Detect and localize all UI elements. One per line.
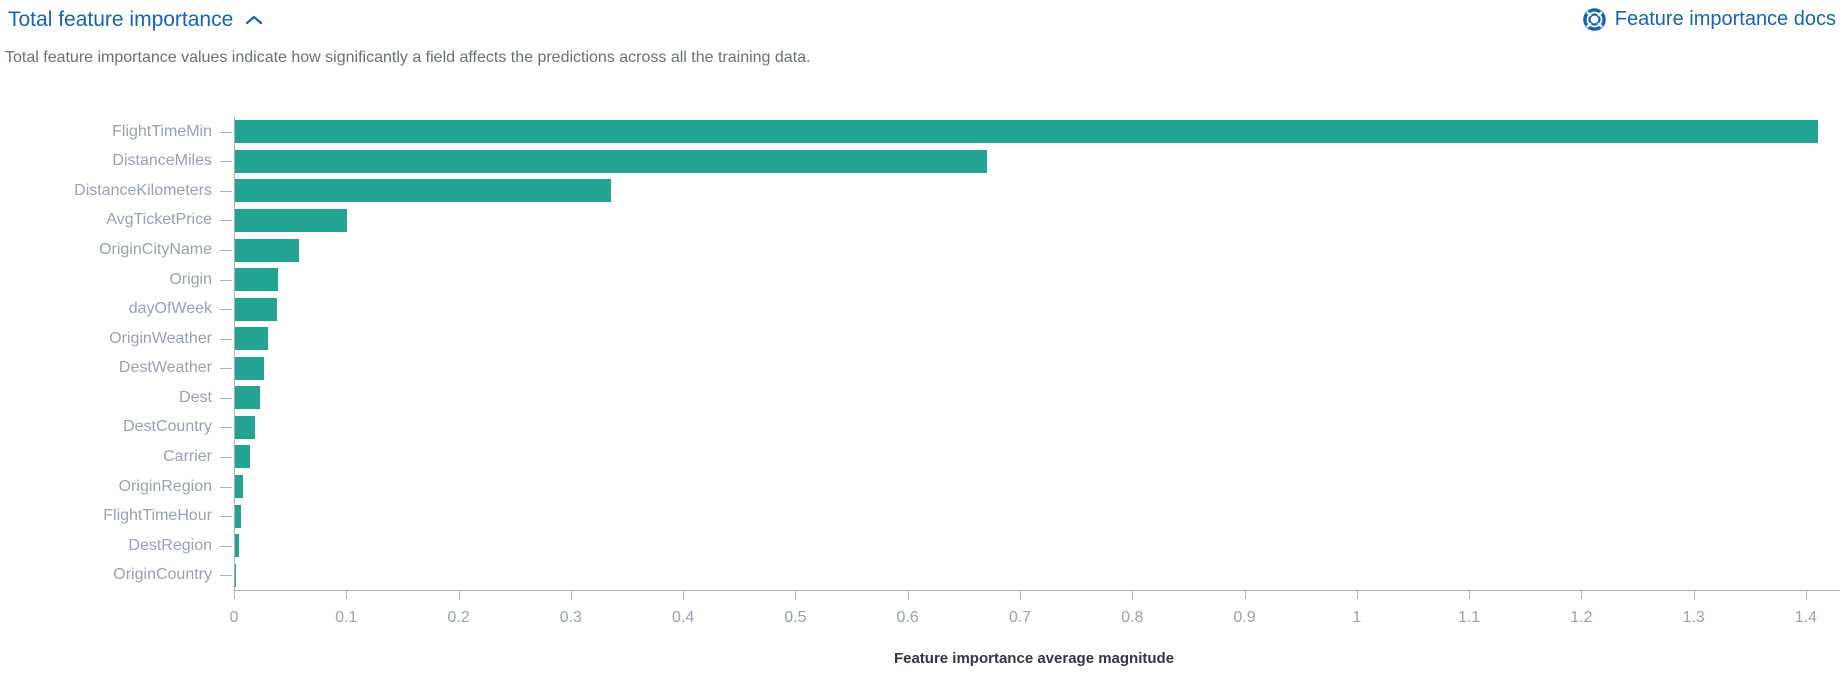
y-axis-tick: [220, 309, 232, 311]
x-axis-tick: [570, 591, 572, 599]
y-axis-tick: [220, 575, 232, 577]
bar-Origin[interactable]: [235, 268, 278, 292]
x-axis-tick-label: 0.2: [447, 609, 470, 626]
x-axis-tick-label: 0.7: [1008, 609, 1032, 626]
y-axis-label: OriginCountry: [113, 566, 212, 584]
x-axis-tick: [683, 591, 685, 599]
y-axis-label: DestCountry: [123, 418, 212, 436]
x-axis-tick-label: 0.4: [671, 609, 695, 626]
y-axis-tick: [220, 486, 232, 488]
x-axis-tick: [234, 591, 235, 599]
chevron-up-icon: [245, 14, 263, 26]
bar-DistanceMiles[interactable]: [235, 149, 988, 173]
y-axis-tick: [220, 161, 232, 163]
x-axis-tick: [1805, 591, 1807, 599]
x-axis-tick-label: 0.1: [335, 609, 358, 626]
x-axis-tick-label: 1.1: [1457, 609, 1481, 626]
y-axis-tick: [220, 338, 232, 340]
docs-link-label: Feature importance docs: [1614, 8, 1836, 30]
feature-importance-docs-link[interactable]: Feature importance docs: [1582, 8, 1836, 31]
y-axis-tick: [220, 131, 232, 133]
y-axis-label: dayOfWeek: [128, 300, 212, 318]
y-axis-label: OriginCityName: [99, 241, 212, 259]
y-axis-label: FlightTimeMin: [112, 122, 212, 140]
x-axis-tick-label: 1.4: [1794, 609, 1818, 626]
y-axis-tick: [220, 368, 232, 370]
y-axis-label: Carrier: [163, 447, 212, 465]
bar-dayOfWeek[interactable]: [235, 297, 277, 321]
y-axis-tick: [220, 190, 232, 192]
x-axis-tick: [1693, 591, 1695, 599]
x-axis-title: Feature importance average magnitude: [893, 650, 1175, 667]
x-axis-tick-label: 0.8: [1121, 609, 1144, 626]
bar-DestWeather[interactable]: [235, 356, 265, 380]
x-axis-tick: [1581, 591, 1583, 599]
x-axis-tick-label: 0.3: [559, 609, 582, 626]
bar-OriginCountry[interactable]: [235, 563, 237, 587]
bar-DistanceKilometers[interactable]: [235, 179, 612, 203]
x-axis-tick: [1132, 591, 1134, 599]
y-axis-tick: [220, 545, 232, 547]
y-axis-tick: [220, 250, 232, 252]
x-axis-tick: [907, 591, 909, 599]
x-axis-line: [234, 590, 1840, 591]
y-axis-tick: [220, 427, 232, 429]
x-axis-tick-label: 0.9: [1233, 609, 1256, 626]
x-axis-tick: [1244, 591, 1246, 599]
y-axis-label: OriginWeather: [109, 329, 212, 347]
bar-DestRegion[interactable]: [235, 534, 240, 558]
y-axis-label: OriginRegion: [118, 477, 212, 495]
x-axis-tick: [458, 591, 460, 599]
x-axis-tick-label: 1.2: [1570, 609, 1593, 626]
y-axis-label: DestWeather: [118, 359, 212, 377]
y-axis-label: FlightTimeHour: [103, 507, 212, 525]
x-axis-tick: [1356, 591, 1358, 599]
x-axis-tick: [795, 591, 797, 599]
bar-OriginWeather[interactable]: [235, 327, 268, 351]
y-axis-tick: [220, 456, 232, 458]
y-axis-label: Origin: [169, 270, 212, 288]
section-description: Total feature importance values indicate…: [5, 49, 811, 66]
y-axis-tick: [220, 279, 232, 281]
bar-FlightTimeMin[interactable]: [235, 120, 1819, 144]
total-feature-importance-accordion-toggle[interactable]: Total feature importance: [8, 8, 263, 32]
bar-Dest[interactable]: [235, 386, 260, 410]
lifebuoy-icon: [1582, 8, 1606, 31]
y-axis-tick: [220, 516, 232, 518]
x-axis-tick: [1469, 591, 1471, 599]
y-axis-label: AvgTicketPrice: [106, 211, 212, 229]
section-header: Total feature importance Feature importa…: [8, 8, 1836, 40]
x-axis-tick-label: 0.6: [896, 609, 919, 626]
bar-AvgTicketPrice[interactable]: [235, 208, 348, 232]
x-axis-tick-label: 1.3: [1682, 609, 1705, 626]
x-axis-tick: [346, 591, 348, 599]
y-axis-label: DistanceKilometers: [74, 181, 212, 199]
y-axis-label: Dest: [179, 388, 212, 406]
bar-FlightTimeHour[interactable]: [235, 504, 241, 528]
bar-DestCountry[interactable]: [235, 415, 256, 439]
y-axis-line: [234, 117, 235, 590]
x-axis-tick-label: 0: [229, 609, 239, 626]
bar-OriginRegion[interactable]: [235, 475, 243, 499]
y-axis-tick: [220, 220, 232, 222]
y-axis-label: DistanceMiles: [112, 152, 212, 170]
section-title: Total feature importance: [8, 8, 234, 31]
x-axis-tick-label: 0.5: [784, 609, 807, 626]
bar-Carrier[interactable]: [235, 445, 250, 469]
x-axis-tick-label: 1: [1352, 609, 1362, 626]
y-axis-tick: [220, 397, 232, 399]
y-axis-label: DestRegion: [128, 536, 212, 554]
bar-OriginCityName[interactable]: [235, 238, 299, 262]
x-axis-tick: [1019, 591, 1021, 599]
